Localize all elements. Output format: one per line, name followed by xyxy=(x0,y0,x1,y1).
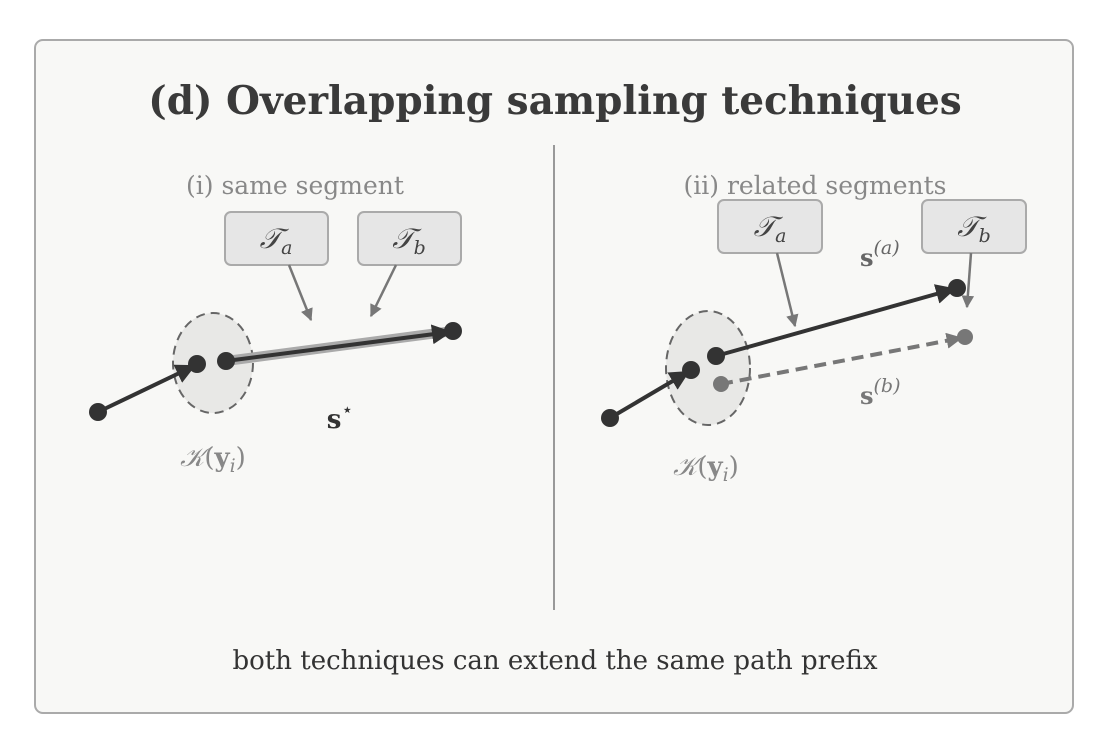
box xyxy=(224,211,329,266)
node xyxy=(89,403,107,421)
superscript: ⋆ xyxy=(341,399,353,421)
title: (d) Overlapping sampling techniques xyxy=(148,78,961,124)
superscript: (a) xyxy=(874,237,900,259)
subscript: i xyxy=(230,455,236,477)
node xyxy=(444,322,462,340)
region xyxy=(665,310,751,426)
paren: ( xyxy=(204,443,214,473)
subtitle: (ii) related segments xyxy=(684,171,947,200)
box xyxy=(357,211,462,266)
subtitle: (i) same segment xyxy=(186,171,404,200)
subscript: b xyxy=(979,225,991,247)
subscript: a xyxy=(281,237,292,259)
node xyxy=(948,279,966,297)
region xyxy=(172,312,254,414)
region-label: 𝒦(yi) xyxy=(673,452,739,486)
superscript: (b) xyxy=(874,375,901,397)
node xyxy=(601,409,619,427)
symbol: s xyxy=(860,243,874,272)
paren: ) xyxy=(236,443,246,473)
symbol: s xyxy=(327,405,342,435)
paren: ( xyxy=(697,452,707,482)
subscript: i xyxy=(723,464,729,486)
node xyxy=(188,355,206,373)
pointer xyxy=(961,252,975,309)
argument: y xyxy=(706,452,723,482)
edge-dashed xyxy=(720,332,963,386)
caption: both techniques can extend the same path… xyxy=(232,646,877,676)
node xyxy=(707,347,725,365)
node xyxy=(957,329,973,345)
segment-label: s(b) xyxy=(860,375,901,410)
node xyxy=(217,352,235,370)
pointer xyxy=(287,264,313,322)
node xyxy=(682,361,700,379)
argument: y xyxy=(213,443,230,473)
subscript: a xyxy=(775,225,786,247)
region-label: 𝒦(yi) xyxy=(180,443,246,477)
node xyxy=(713,376,729,392)
symbol: s xyxy=(860,381,874,410)
pointer xyxy=(369,264,398,318)
box xyxy=(717,199,823,254)
edge xyxy=(715,284,956,358)
edge xyxy=(97,364,196,414)
paren: ) xyxy=(729,452,739,482)
segment-label: s(a) xyxy=(860,237,900,272)
box-label: 𝒯b xyxy=(957,210,991,247)
edge xyxy=(225,324,452,363)
edge xyxy=(608,370,690,420)
pointer xyxy=(775,252,799,328)
subscript: b xyxy=(414,237,426,259)
box xyxy=(921,199,1027,254)
segment-label: s⋆ xyxy=(327,399,354,435)
